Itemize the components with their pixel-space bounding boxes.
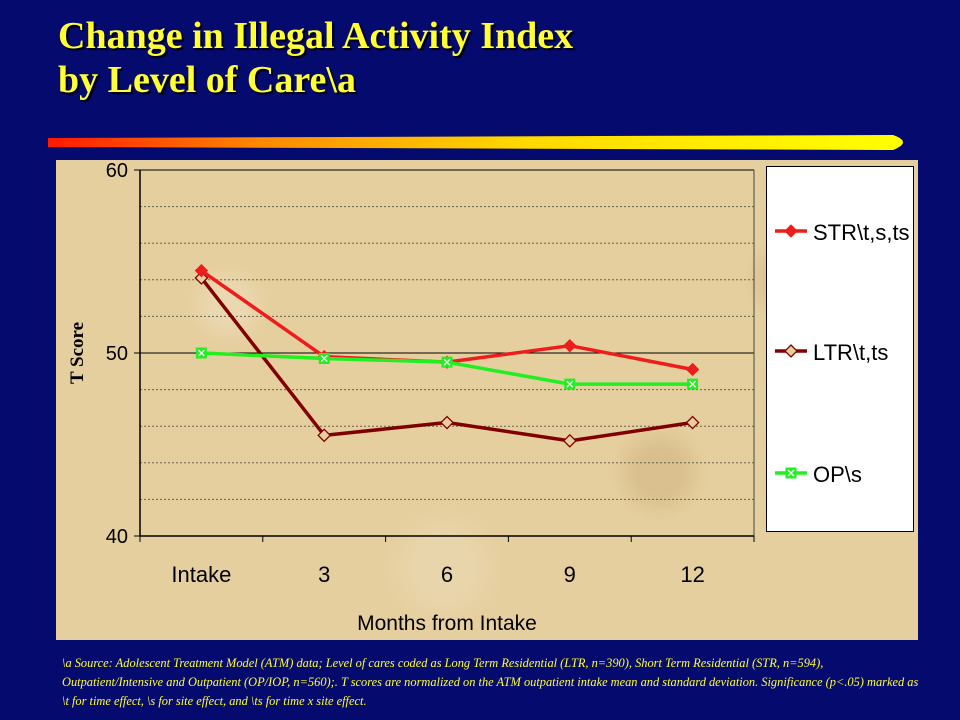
slide-title-line1: Change in Illegal Activity Index xyxy=(58,15,574,57)
series-2-point xyxy=(441,356,453,368)
marker-cross xyxy=(787,469,795,477)
series-0-point xyxy=(563,338,577,353)
slide-title: Change in Illegal Activity Index by Leve… xyxy=(58,14,573,102)
series-0-point xyxy=(194,263,209,278)
legend-label: LTR\t,ts xyxy=(813,340,888,365)
source-footnote: \a Source: Adolescent Treatment Model (A… xyxy=(62,656,919,708)
chart-panel: 40 50 60 Intake 3 6 9 12 T Score Months from Inta… xyxy=(56,160,918,640)
series-2-point xyxy=(564,378,576,390)
slide-title-line2: by Level of Care\a xyxy=(58,59,356,101)
legend-swatch-marker xyxy=(785,467,797,479)
marker-cross xyxy=(320,355,328,362)
legend-swatch-marker xyxy=(784,224,798,238)
series-layer xyxy=(194,263,700,448)
x-tick-label: Intake xyxy=(171,562,231,587)
marker-cross xyxy=(689,380,697,388)
series-2-point xyxy=(318,352,330,364)
y-tick-label: 50 xyxy=(106,343,128,365)
x-axis-title: Months from Intake xyxy=(357,612,537,635)
x-tick-label: 12 xyxy=(680,562,704,587)
series-1-point xyxy=(685,415,700,430)
x-tick-label: 6 xyxy=(441,562,453,587)
y-tick-label: 60 xyxy=(106,160,128,182)
title-accent-bar xyxy=(48,135,903,150)
x-tick-label: 9 xyxy=(564,562,576,587)
marker-cross xyxy=(443,358,451,366)
series-0-point xyxy=(685,362,700,377)
series-1-point xyxy=(194,271,209,285)
x-tick-label: 3 xyxy=(318,562,330,587)
marker-cross xyxy=(197,349,205,357)
series-1-point xyxy=(317,428,332,443)
y-tick-label: 40 xyxy=(106,526,128,548)
marker-cross xyxy=(566,380,574,388)
y-axis-title: T Score xyxy=(67,322,88,384)
label-layer: 40 50 60 Intake 3 6 9 12 T Score Months from Inta… xyxy=(67,160,705,635)
legend-swatch-marker xyxy=(784,344,798,358)
axis-layer xyxy=(134,169,755,542)
legend-svg: STR\t,s,ts LTR\t,ts OP\s xyxy=(775,220,910,487)
series-2-point xyxy=(195,347,207,359)
grid-layer xyxy=(140,169,754,500)
series-2-point xyxy=(687,378,699,390)
chart-legend: STR\t,s,ts LTR\t,ts OP\s xyxy=(766,166,914,532)
series-1-point xyxy=(562,433,577,448)
line-chart: 40 50 60 Intake 3 6 9 12 T Score Months from Inta… xyxy=(67,160,755,635)
legend-label: OP\s xyxy=(813,462,862,487)
legend-label: STR\t,s,ts xyxy=(813,220,910,245)
series-1-point xyxy=(440,415,454,430)
